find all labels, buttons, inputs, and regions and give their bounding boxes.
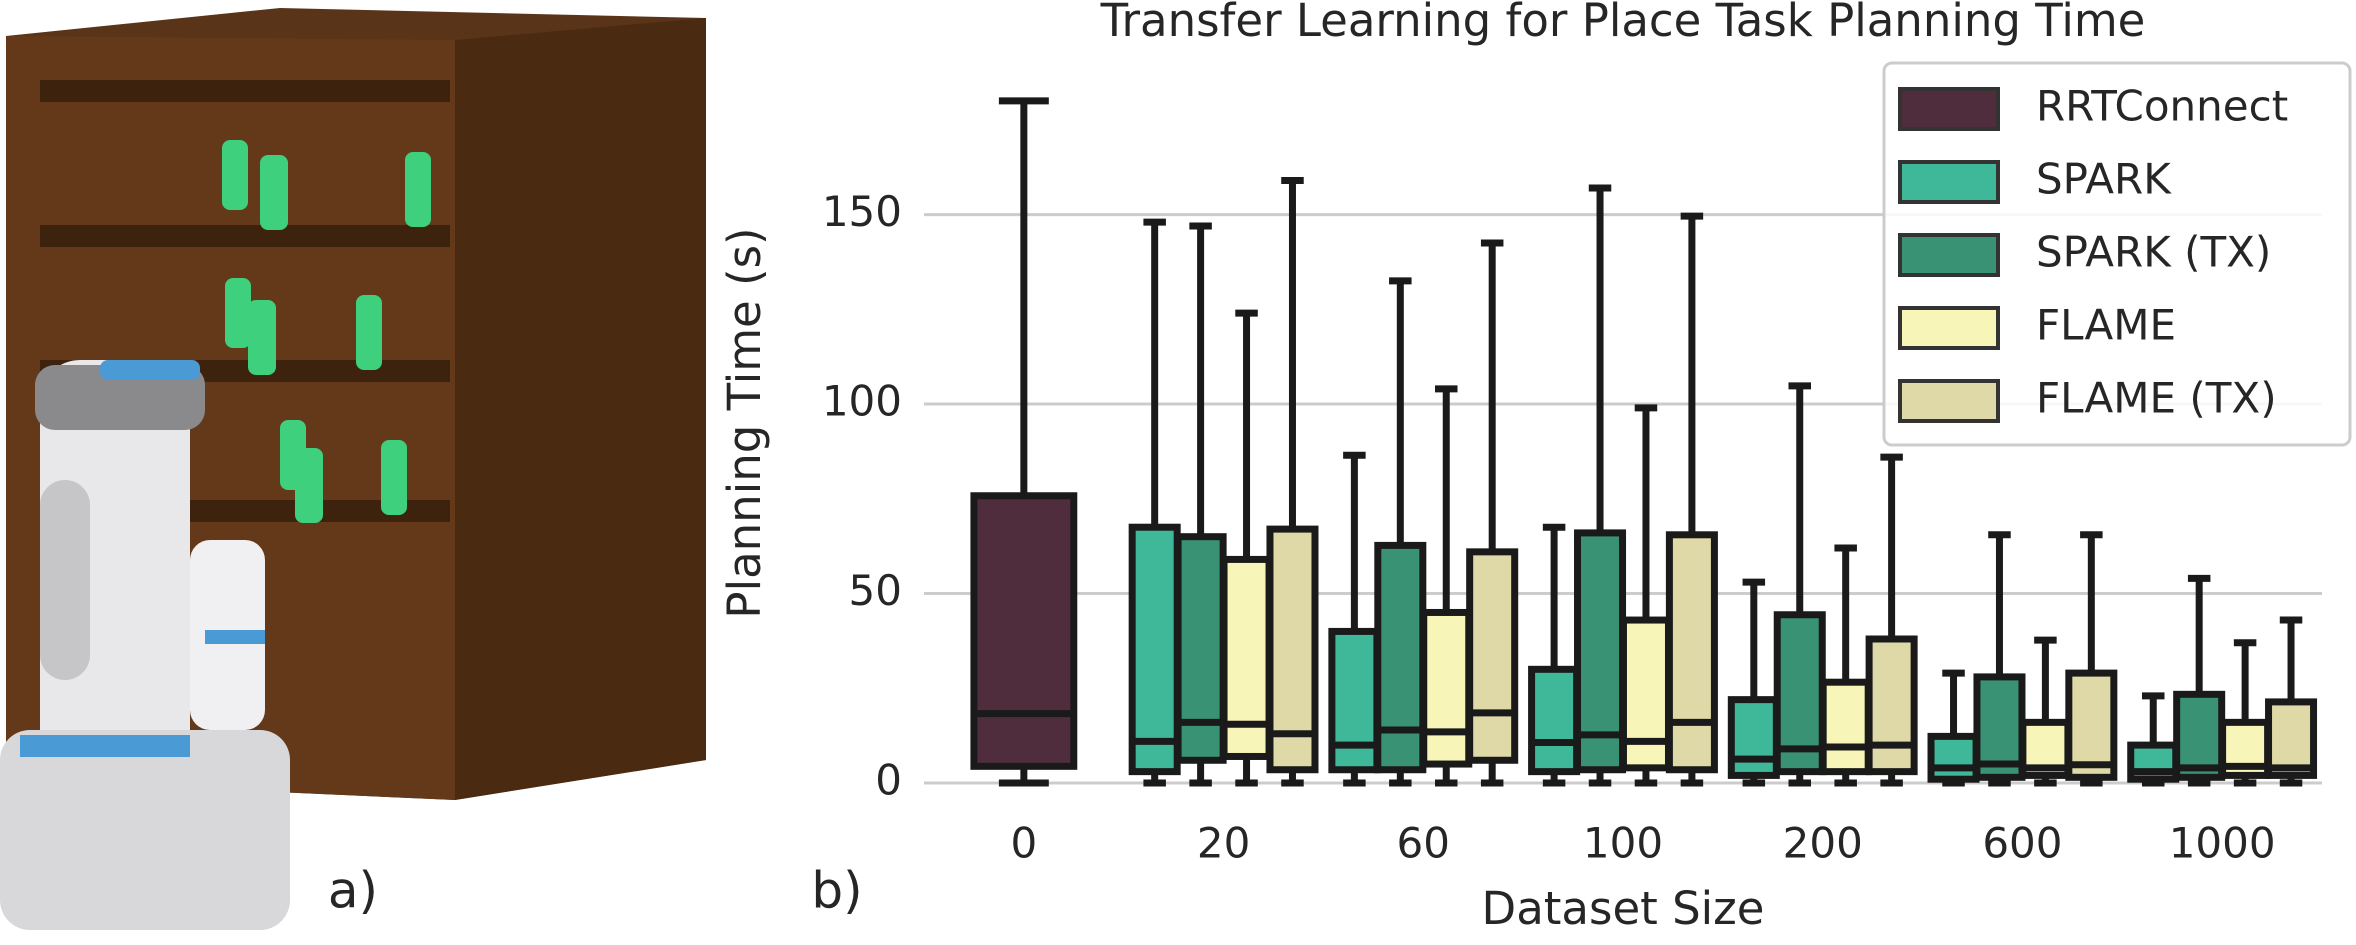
chart-title: Transfer Learning for Place Task Plannin… [1100, 0, 2146, 47]
box [1328, 627, 1381, 774]
robot-illustration [0, 8, 706, 930]
x-tick-label: 200 [1783, 819, 1863, 868]
x-tick-label: 100 [1583, 819, 1663, 868]
x-tick-label: 1000 [2169, 819, 2276, 868]
box [1665, 531, 1718, 774]
box [1420, 608, 1473, 768]
legend-label: RRTConnect [2036, 82, 2288, 131]
y-tick-label: 100 [822, 377, 902, 426]
x-tick-label: 20 [1197, 819, 1250, 868]
legend-swatch [1898, 379, 2000, 423]
panel-label: b) [811, 862, 862, 920]
box [1466, 548, 1519, 764]
box [2065, 669, 2118, 781]
box [1528, 665, 1581, 776]
legend-label: FLAME [2036, 301, 2176, 350]
legend-frame [1882, 61, 2352, 447]
box [1374, 541, 1427, 774]
x-tick-label: 600 [1982, 819, 2062, 868]
legend-label: SPARK [2036, 155, 2172, 204]
y-tick-label: 50 [849, 566, 902, 615]
box [1266, 525, 1319, 774]
box [2265, 698, 2318, 779]
box [1865, 635, 1918, 776]
legend-label: SPARK (TX) [2036, 228, 2271, 277]
y-tick-label: 0 [875, 756, 902, 805]
y-axis-label: Planning Time (s) [718, 227, 771, 618]
box [1619, 616, 1672, 772]
box [970, 492, 1078, 770]
box [1727, 696, 1780, 779]
y-tick-label: 150 [822, 187, 902, 236]
legend-swatch [1898, 233, 2000, 277]
panel-label: a) [328, 862, 378, 920]
box [2173, 690, 2226, 781]
box [1927, 732, 1980, 783]
legend-swatch [1898, 160, 2000, 204]
x-tick-label: 0 [1010, 819, 1037, 868]
box [1174, 533, 1227, 764]
legend-label: FLAME (TX) [2036, 374, 2277, 423]
legend-swatch [1898, 306, 2000, 350]
box [1819, 678, 1872, 776]
x-axis-label: Dataset Size [1482, 882, 1765, 935]
x-tick-label: 60 [1397, 819, 1450, 868]
legend-swatch [1898, 87, 2000, 131]
box [1128, 523, 1181, 776]
legend: RRTConnect SPARK SPARK (TX) FLAME FLAME (TX) [1882, 61, 2352, 447]
